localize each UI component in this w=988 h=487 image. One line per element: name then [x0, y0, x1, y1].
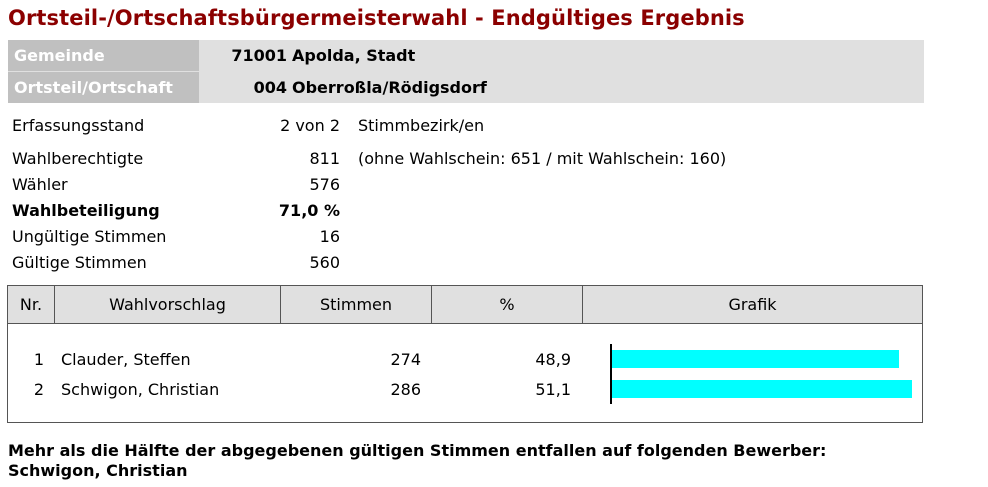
row-1-stimmen: 274 — [390, 350, 421, 369]
row-2-bar — [612, 380, 912, 398]
row-2-stimmen: 286 — [390, 380, 421, 399]
gemeinde-name: Apolda, Stadt — [292, 46, 416, 65]
erfassung-label: Erfassungsstand — [12, 116, 145, 135]
ortsteil-name: Oberroßla/Rödigsdorf — [292, 78, 487, 97]
ungueltige-value: 16 — [319, 227, 340, 246]
erfassung-note: Stimmbezirk/en — [358, 116, 485, 135]
ortsteil-number: 004 — [253, 78, 287, 97]
row-1-bar — [612, 350, 900, 368]
row-2-name: Schwigon, Christian — [61, 380, 220, 399]
ortsteil-label: Ortsteil/Ortschaft — [8, 72, 199, 103]
gueltige-value: 560 — [309, 253, 340, 272]
gemeinde-label: Gemeinde — [8, 40, 199, 71]
gemeinde-number: 71001 — [231, 46, 287, 65]
erfassung-value: 2 von 2 — [280, 116, 340, 135]
results-table: Nr. Wahlvorschlag Stimmen % Grafik 1 Cla… — [7, 285, 923, 423]
row-1-nr: 1 — [33, 350, 44, 369]
result-note-text: Mehr als die Hälfte der abgegebenen gült… — [8, 441, 827, 460]
header-grafik: Grafik — [728, 295, 777, 314]
header-wahlvorschlag: Wahlvorschlag — [55, 286, 281, 323]
wahlberechtigte-note: (ohne Wahlschein: 651 / mit Wahlschein: … — [358, 149, 727, 168]
elected-candidate: Schwigon, Christian — [8, 461, 188, 480]
wahlbeteiligung-value: 71,0 % — [278, 201, 340, 220]
header-stimmen: Stimmen — [281, 286, 432, 323]
row-1-prozent: 48,9 — [535, 350, 571, 369]
bar-axis — [610, 344, 612, 404]
row-2-nr: 2 — [33, 380, 44, 399]
header-nr: Nr. — [8, 286, 55, 323]
page-title: Ortsteil-/Ortschaftsbürgermeisterwahl - … — [8, 6, 745, 30]
ungueltige-label: Ungültige Stimmen — [12, 227, 167, 246]
header-prozent: % — [432, 286, 583, 323]
table-header: Nr. Wahlvorschlag Stimmen % Grafik — [8, 286, 922, 324]
waehler-value: 576 — [309, 175, 340, 194]
result-note: Mehr als die Hälfte der abgegebenen gült… — [8, 441, 826, 481]
wahlbeteiligung-label: Wahlbeteiligung — [12, 201, 160, 220]
waehler-label: Wähler — [12, 175, 68, 194]
wahlberechtigte-value: 811 — [309, 149, 340, 168]
row-2-prozent: 51,1 — [535, 380, 571, 399]
wahlberechtigte-label: Wahlberechtigte — [12, 149, 144, 168]
gueltige-label: Gültige Stimmen — [12, 253, 147, 272]
location-header: Gemeinde 71001 Apolda, Stadt Ortsteil/Or… — [8, 40, 924, 103]
row-1-name: Clauder, Steffen — [61, 350, 191, 369]
